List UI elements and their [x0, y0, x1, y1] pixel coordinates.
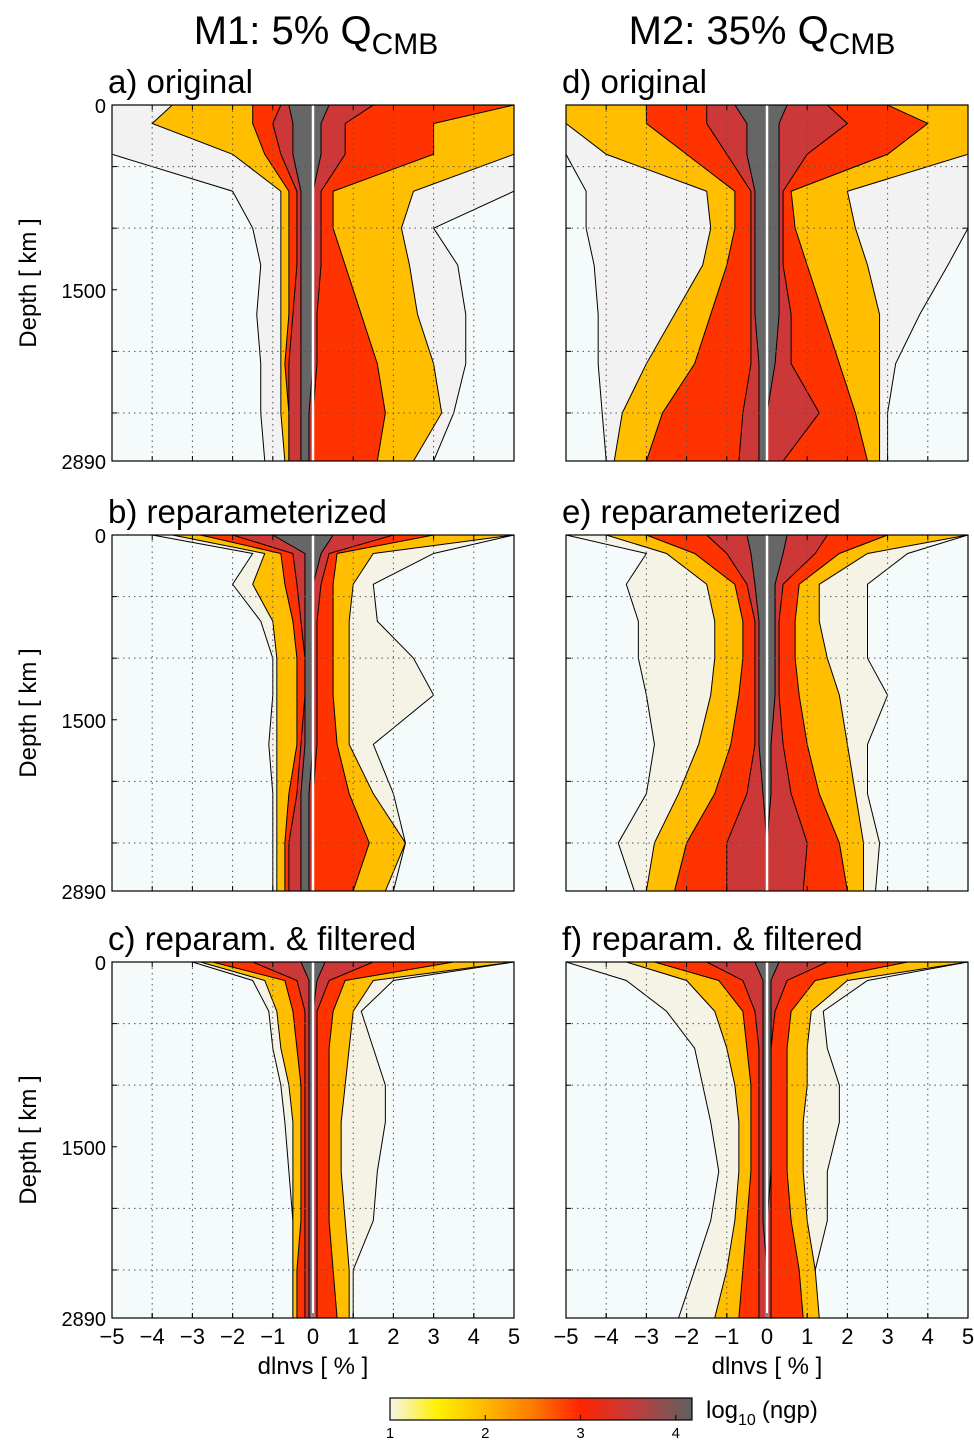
colorbar — [389, 1397, 693, 1421]
contour-band — [272, 105, 375, 461]
panel-title: b) reparameterized — [108, 493, 387, 530]
colorbar-label-main: log — [706, 1397, 738, 1424]
y-tick-label: 1500 — [62, 1138, 107, 1160]
panel-title: d) original — [562, 63, 707, 100]
y-axis-label: Depth [ km ] — [15, 218, 42, 347]
x-tick-label: 3 — [881, 1324, 893, 1349]
x-tick-label: 1 — [801, 1324, 813, 1349]
x-tick-label: 0 — [761, 1324, 773, 1349]
x-axis-label: dlnvs [ % ] — [258, 1353, 369, 1380]
column-title: M1: 5% QCMB — [194, 9, 439, 61]
y-tick-label: 1500 — [62, 281, 107, 303]
y-tick-label: 2890 — [62, 882, 107, 904]
colorbar-tick-label: 2 — [481, 1425, 489, 1442]
panel-title: e) reparameterized — [562, 493, 841, 530]
contour-band — [734, 105, 788, 461]
colorbar-label: log10 (ngp) — [706, 1397, 818, 1429]
plot-frame — [565, 534, 969, 892]
y-tick-label: 0 — [95, 96, 106, 118]
plot-frame — [565, 961, 969, 1319]
contour-band — [654, 962, 908, 1318]
x-tick-label: −1 — [714, 1324, 739, 1349]
column-title-main: M2: 35% Q — [629, 9, 829, 53]
x-tick-label: −3 — [634, 1324, 659, 1349]
column-title-sub: CMB — [372, 28, 439, 61]
colorbar-label-tail: (ngp) — [762, 1397, 818, 1424]
contour-band — [645, 105, 929, 461]
x-tick-label: −2 — [220, 1324, 245, 1349]
contour-band — [212, 962, 454, 1318]
x-tick-label: 3 — [427, 1324, 439, 1349]
y-axis-label: Depth [ km ] — [15, 1075, 42, 1204]
contour-band — [288, 105, 330, 461]
x-axis-label: dlnvs [ % ] — [712, 1353, 823, 1380]
contour-band — [200, 962, 514, 1318]
x-tick-label: 4 — [922, 1324, 934, 1349]
y-tick-label: 2890 — [62, 1309, 107, 1331]
x-tick-label: 2 — [387, 1324, 399, 1349]
x-tick-label: −5 — [553, 1324, 578, 1349]
x-tick-label: 5 — [962, 1324, 974, 1349]
column-title: M2: 35% QCMB — [629, 9, 896, 61]
panel-title: a) original — [108, 63, 253, 100]
column-title-sub: CMB — [829, 28, 896, 61]
x-tick-label: −4 — [594, 1324, 619, 1349]
y-axis-label: Depth [ km ] — [15, 648, 42, 777]
colorbar-tick-label: 3 — [576, 1425, 584, 1442]
colorbar-label-sub: 10 — [738, 1412, 756, 1429]
y-tick-label: 2890 — [62, 452, 107, 474]
plot-frame — [111, 104, 515, 462]
x-tick-label: −2 — [674, 1324, 699, 1349]
contour-band — [626, 962, 968, 1318]
panel-title: c) reparam. & filtered — [108, 920, 416, 957]
plot-frame — [565, 104, 969, 462]
x-tick-label: 2 — [841, 1324, 853, 1349]
x-tick-label: −1 — [260, 1324, 285, 1349]
plot-frame — [111, 961, 515, 1319]
x-tick-label: −5 — [99, 1324, 124, 1349]
x-tick-label: 0 — [307, 1324, 319, 1349]
x-tick-label: 5 — [508, 1324, 520, 1349]
y-tick-label: 1500 — [62, 711, 107, 733]
y-tick-label: 0 — [95, 526, 106, 548]
plot-frame — [111, 534, 515, 892]
x-tick-label: −3 — [180, 1324, 205, 1349]
x-tick-label: 4 — [468, 1324, 480, 1349]
panel-title: f) reparam. & filtered — [562, 920, 863, 957]
contour-band — [172, 535, 514, 891]
colorbar-tick-label: 1 — [386, 1425, 394, 1442]
x-tick-label: −4 — [140, 1324, 165, 1349]
colorbar-tick-label: 4 — [672, 1425, 680, 1442]
column-title-main: M1: 5% Q — [194, 9, 372, 53]
x-tick-label: 1 — [347, 1324, 359, 1349]
y-tick-label: 0 — [95, 953, 106, 975]
